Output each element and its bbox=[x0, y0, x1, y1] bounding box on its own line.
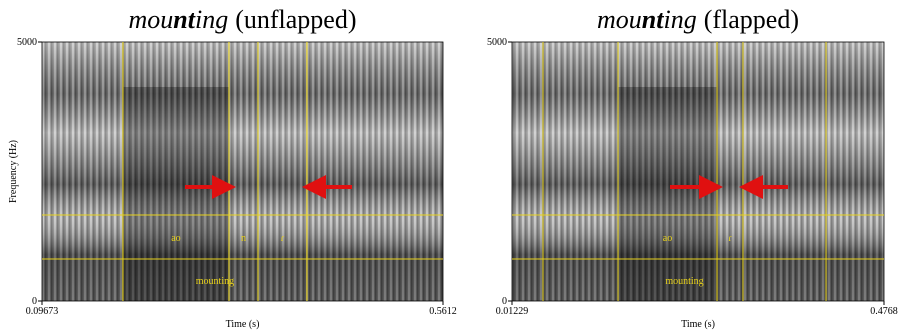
title-part: ing bbox=[663, 5, 696, 34]
phone-label: ao bbox=[171, 233, 180, 244]
y-axis-label: Frequency (Hz) bbox=[8, 140, 19, 203]
panel: mounting (flapped) ao ɾ mounting 0 5000 0.01229… bbox=[487, 5, 898, 330]
frame bbox=[41, 41, 444, 302]
x-tick-label: 0.01229 bbox=[496, 306, 529, 317]
phone-label: ɾ bbox=[281, 233, 285, 244]
title-part: ing bbox=[195, 5, 228, 34]
phone-label: n bbox=[241, 233, 246, 244]
panel: mounting (unflapped)ao n ɾmounting050000.09… bbox=[8, 5, 457, 330]
word-label: mounting bbox=[665, 276, 703, 287]
vowel-energy bbox=[618, 87, 718, 301]
panel-title: mounting (unflapped) bbox=[129, 5, 357, 34]
spectrogram-bands bbox=[42, 42, 443, 301]
title-suffix: (flapped) bbox=[704, 5, 799, 34]
word-label: mounting bbox=[196, 276, 234, 287]
title-part: mou bbox=[597, 5, 642, 34]
spectrogram-bands bbox=[512, 42, 884, 301]
title-part: nt bbox=[642, 5, 664, 34]
y-tick-label: 5000 bbox=[487, 37, 507, 48]
y-tick-label: 5000 bbox=[17, 37, 37, 48]
x-tick-label: 0.09673 bbox=[26, 306, 59, 317]
x-tick-label: 0.4768 bbox=[870, 306, 898, 317]
vowel-energy bbox=[122, 87, 229, 301]
x-tick-label: 0.5612 bbox=[429, 306, 457, 317]
x-axis-label: Time (s) bbox=[226, 319, 260, 330]
y-tick-label: 0 bbox=[32, 296, 37, 307]
title-suffix: (unflapped) bbox=[235, 5, 356, 34]
title-part: nt bbox=[173, 5, 195, 34]
y-tick-label: 0 bbox=[502, 296, 507, 307]
phone-label: ɾ bbox=[728, 233, 732, 244]
frame bbox=[511, 41, 885, 302]
title-part: mou bbox=[129, 5, 174, 34]
phone-label: ao bbox=[663, 233, 672, 244]
x-axis-label: Time (s) bbox=[681, 319, 715, 330]
panel-title: mounting (flapped) bbox=[597, 5, 799, 34]
